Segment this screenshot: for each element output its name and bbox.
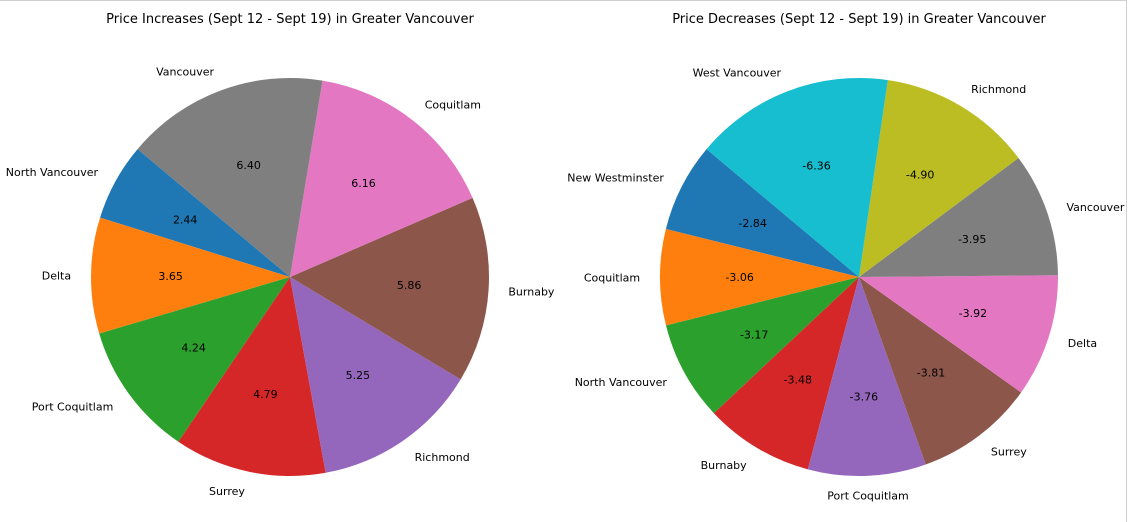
category-label: New Westminster [567,172,664,185]
value-label: 6.40 [236,159,261,172]
category-label: Port Coquitlam [32,400,114,413]
category-label: Burnaby [508,285,555,298]
pie-slice-burnaby [713,277,859,470]
value-label: 5.86 [397,279,422,292]
category-label: Surrey [991,446,1027,459]
pie-slice-coquitlam [660,229,859,326]
value-label: -3.95 [958,233,986,246]
pie-slice-surrey [178,277,326,477]
value-label: -6.36 [802,159,830,172]
pie-slice-surrey [859,277,1022,465]
pie-slice-vancouver [137,78,323,278]
category-label: North Vancouver [6,166,99,179]
figure-top-border [0,0,1127,1]
pie-slice-vancouver [859,158,1058,277]
category-label: North Vancouver [575,376,668,389]
chart-title: Price Decreases (Sept 12 - Sept 19) in G… [672,12,1046,27]
pie-slice-coquitlam [290,80,473,277]
category-label: Surrey [209,485,245,498]
value-label: -3.76 [850,390,878,403]
figure-right-border [1126,0,1127,522]
category-label: West Vancouver [693,66,782,79]
value-label: -3.48 [784,374,812,387]
category-label: Richmond [971,83,1026,96]
category-label: Burnaby [701,459,748,472]
value-label: 4.79 [253,388,278,401]
price-decreases-pie-chart: Price Decreases (Sept 12 - Sept 19) in G… [567,12,1125,503]
value-label: -2.84 [738,217,766,230]
pie-labels: New Westminster -2.84 Coquitlam -3.06 North … [567,66,1125,502]
category-label: Delta [42,269,71,282]
value-label: -3.81 [917,366,945,379]
category-label: Coquitlam [425,99,481,112]
price-increases-pie-chart: Price Increases (Sept 12 - Sept 19) in G… [6,12,555,498]
value-label: 6.16 [351,177,376,190]
category-label: Coquitlam [584,271,640,284]
pie-slice-new-westminster [665,149,859,277]
pie-slice-port-coquitlam [807,277,926,477]
value-label: -3.06 [725,271,753,284]
value-label: 2.44 [173,214,198,227]
category-label: Vancouver [1067,201,1125,214]
pie-slice-west-vancouver [706,78,888,277]
value-label: 5.25 [346,369,371,382]
value-label: -3.92 [959,307,987,320]
pie-slices [90,78,490,477]
value-label: 3.65 [158,270,183,283]
pie-slice-north-vancouver [100,149,290,277]
category-label: Richmond [415,451,470,464]
pie-slice-richmond [290,277,461,473]
category-label: Vancouver [156,66,214,79]
pie-slice-richmond [859,80,1019,277]
pie-slice-delta [859,275,1058,393]
value-label: -3.17 [740,328,768,341]
chart-title: Price Increases (Sept 12 - Sept 19) in G… [106,12,474,27]
pie-slice-port-coquitlam [99,277,291,442]
category-label: Port Coquitlam [827,490,909,503]
pie-slices [660,78,1058,477]
category-label: Delta [1068,337,1097,350]
pie-slice-north-vancouver [666,277,859,414]
pie-slice-burnaby [290,197,490,380]
value-label: -4.90 [906,168,934,181]
pie-slice-delta [90,217,291,334]
value-label: 4.24 [181,342,206,355]
pie-labels: North Vancouver 2.44 Delta 3.65 Port Coquitl… [6,66,555,499]
